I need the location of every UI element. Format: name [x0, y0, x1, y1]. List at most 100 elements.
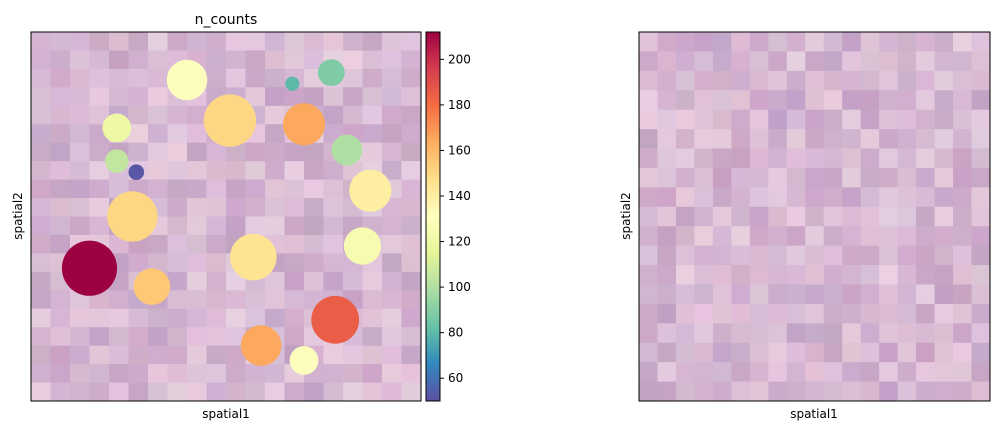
tissue-tile: [897, 90, 917, 111]
tissue-tile: [89, 32, 110, 52]
tissue-tile: [675, 90, 696, 111]
tissue-tile: [639, 284, 659, 305]
left-x-axis-label: spatial1: [202, 407, 250, 421]
tissue-tile: [842, 265, 862, 286]
tissue-tile: [657, 129, 677, 150]
tissue-tile: [226, 198, 247, 218]
tissue-tile: [226, 161, 247, 181]
tissue-tile: [382, 271, 403, 291]
tissue-tile: [786, 303, 806, 324]
tissue-tile: [50, 142, 71, 162]
scatter-point: [61, 240, 118, 296]
tissue-tile: [50, 179, 71, 199]
tissue-tile: [187, 364, 208, 384]
tissue-tile: [89, 327, 110, 347]
tissue-tile: [675, 187, 696, 208]
tissue-tile: [916, 90, 936, 111]
tissue-tile: [712, 245, 732, 266]
tissue-tile: [148, 68, 169, 88]
tissue-tile: [823, 303, 843, 324]
tissue-tile: [31, 216, 52, 236]
tissue-tile: [749, 70, 769, 91]
tissue-tile: [31, 234, 52, 254]
left-y-axis-label: spatial2: [11, 192, 25, 240]
tissue-tile: [786, 323, 806, 344]
right-y-axis-label: spatial2: [619, 192, 633, 240]
tissue-tile: [89, 308, 110, 328]
tissue-tile: [934, 51, 954, 72]
tissue-tile: [284, 87, 305, 107]
tissue-tile: [382, 142, 403, 162]
colorbar-frame: [425, 31, 441, 402]
tissue-tile: [749, 362, 769, 383]
tissue-tile: [823, 362, 843, 383]
tissue-tile: [879, 265, 899, 286]
tissue-tile: [265, 105, 286, 125]
tissue-tile: [842, 70, 862, 91]
tissue-tile: [401, 142, 421, 162]
tissue-tile: [786, 226, 806, 247]
tissue-tile: [879, 109, 899, 130]
tissue-tile: [639, 32, 659, 53]
tissue-tile: [860, 187, 880, 208]
tissue-tile: [70, 68, 91, 88]
tissue-tile: [731, 245, 751, 266]
tissue-tile: [401, 198, 421, 218]
tissue-tile: [879, 284, 899, 305]
tissue-tile: [712, 342, 732, 363]
tissue-tile: [823, 148, 843, 169]
tissue-tile: [731, 362, 751, 383]
tissue-tile: [265, 364, 286, 384]
tissue-tile: [343, 32, 364, 52]
tissue-tile: [226, 290, 247, 310]
tissue-tile: [343, 345, 364, 365]
tissue-tile: [879, 90, 899, 111]
tissue-tile: [167, 271, 188, 291]
tissue-tile: [206, 68, 227, 88]
tissue-tile: [206, 161, 227, 181]
right-x-axis-label: spatial1: [790, 407, 838, 421]
tissue-tile: [226, 68, 247, 88]
tissue-tile: [167, 124, 188, 144]
tissue-tile: [382, 105, 403, 125]
tissue-tile: [50, 364, 71, 384]
tissue-tile: [639, 381, 659, 401]
tissue-tile: [860, 70, 880, 91]
tissue-tile: [805, 129, 825, 150]
tissue-tile: [128, 68, 149, 88]
tissue-tile: [731, 32, 751, 53]
tissue-tile: [823, 70, 843, 91]
tissue-tile: [712, 284, 732, 305]
tissue-tile: [245, 142, 266, 162]
tissue-tile: [953, 381, 973, 401]
tissue-tile: [953, 32, 973, 53]
tissue-tile: [971, 303, 990, 324]
tissue-tile: [343, 271, 364, 291]
tissue-tile: [362, 105, 383, 125]
tissue-tile: [934, 342, 954, 363]
tissue-tile: [953, 323, 973, 344]
tissue-tile: [70, 105, 91, 125]
tissue-tile: [187, 290, 208, 310]
tissue-tile: [50, 290, 71, 310]
tissue-tile: [245, 87, 266, 107]
tissue-tile: [657, 187, 677, 208]
colorbar-tick-label: 120: [448, 235, 471, 249]
tissue-tile: [823, 51, 843, 72]
tissue-tile: [879, 148, 899, 169]
tissue-tile: [694, 323, 714, 344]
tissue-tile: [823, 109, 843, 130]
tissue-tile: [842, 226, 862, 247]
tissue-tile: [749, 226, 769, 247]
tissue-tile: [304, 271, 325, 291]
tissue-tile: [148, 124, 169, 144]
scatter-points: [61, 59, 392, 375]
tissue-tile: [657, 70, 677, 91]
tissue-tile: [206, 271, 227, 291]
tissue-tile: [284, 253, 305, 273]
tissue-tile: [657, 265, 677, 286]
tissue-tile: [731, 129, 751, 150]
tissue-tile: [31, 124, 52, 144]
tissue-tile: [657, 148, 677, 169]
tissue-tile: [842, 284, 862, 305]
